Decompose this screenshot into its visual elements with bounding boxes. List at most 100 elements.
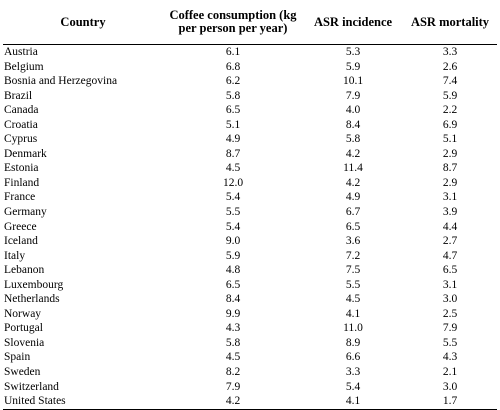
cell-asr-incidence: 8.4 xyxy=(345,118,361,131)
cell-country: Sweden xyxy=(4,366,41,379)
cell-country: Switzerland xyxy=(4,380,59,393)
cell-asr-mortality: 2.5 xyxy=(442,307,458,320)
table-row: Belgium 6.8 5.9 2.6 xyxy=(3,60,497,75)
cell-asr-incidence: 6.6 xyxy=(345,351,361,364)
cell-coffee-consumption: 5.1 xyxy=(225,118,241,131)
cell-asr-incidence: 4.9 xyxy=(345,191,361,204)
cell-asr-mortality: 4.3 xyxy=(442,351,458,364)
cell-asr-incidence: 5.8 xyxy=(345,133,361,146)
column-header-asr-mortality: ASR mortality xyxy=(403,0,497,45)
cell-coffee-consumption: 8.4 xyxy=(225,293,241,306)
table-row: Estonia 4.5 11.4 8.7 xyxy=(3,161,497,176)
cell-country: Portugal xyxy=(4,322,43,335)
cell-asr-mortality: 4.7 xyxy=(442,249,458,262)
cell-coffee-consumption: 4.9 xyxy=(225,133,241,146)
cell-asr-incidence: 7.2 xyxy=(345,249,361,262)
cell-country: Denmark xyxy=(4,147,47,160)
cell-asr-incidence: 7.9 xyxy=(345,89,361,102)
column-header-asr-incidence: ASR incidence xyxy=(303,0,403,45)
cell-asr-incidence: 4.2 xyxy=(345,176,361,189)
cell-asr-mortality: 2.9 xyxy=(442,176,458,189)
table-row: Croatia 5.1 8.4 6.9 xyxy=(3,118,497,133)
cell-country: Canada xyxy=(4,104,39,117)
cell-coffee-consumption: 5.8 xyxy=(225,336,241,349)
table-row: Germany 5.5 6.7 3.9 xyxy=(3,205,497,220)
cell-country: Luxembourg xyxy=(4,278,64,291)
cell-country: Brazil xyxy=(4,89,33,102)
cell-asr-mortality: 3.3 xyxy=(442,46,458,58)
cell-coffee-consumption: 4.2 xyxy=(163,394,303,410)
cell-asr-mortality: 2.9 xyxy=(442,147,458,160)
cell-asr-incidence: 7.5 xyxy=(345,264,361,277)
cell-coffee-consumption: 6.5 xyxy=(225,104,241,117)
table-row: Canada 6.5 4.0 2.2 xyxy=(3,103,497,118)
table-row: Spain 4.5 6.6 4.3 xyxy=(3,350,497,365)
table-row: Iceland 9.0 3.6 2.7 xyxy=(3,234,497,249)
cell-coffee-consumption: 6.2 xyxy=(225,75,241,88)
cell-asr-mortality: 7.9 xyxy=(442,322,458,335)
cell-asr-mortality: 3.0 xyxy=(442,293,458,306)
cell-coffee-consumption: 7.9 xyxy=(225,380,241,393)
table-row: Sweden 8.2 3.3 2.1 xyxy=(3,365,497,380)
cell-asr-mortality: 3.1 xyxy=(442,278,458,291)
cell-asr-mortality: 3.1 xyxy=(442,191,458,204)
cell-asr-mortality: 6.5 xyxy=(442,264,458,277)
cell-asr-incidence: 4.0 xyxy=(345,104,361,117)
cell-asr-incidence: 4.1 xyxy=(303,394,403,410)
cell-country: Croatia xyxy=(4,118,38,131)
cell-asr-mortality: 8.7 xyxy=(442,162,458,175)
cell-country: Iceland xyxy=(4,235,38,248)
cell-asr-mortality: 5.9 xyxy=(442,89,458,102)
cell-coffee-consumption: 12.0 xyxy=(222,176,244,189)
cell-coffee-consumption: 4.8 xyxy=(225,264,241,277)
cell-asr-mortality: 6.9 xyxy=(442,118,458,131)
cell-coffee-consumption: 9.9 xyxy=(225,307,241,320)
cell-coffee-consumption: 5.4 xyxy=(225,220,241,233)
cell-asr-incidence: 4.5 xyxy=(345,293,361,306)
cell-asr-mortality: 2.2 xyxy=(442,104,458,117)
cell-asr-mortality: 2.1 xyxy=(442,366,458,379)
cell-coffee-consumption: 4.5 xyxy=(225,351,241,364)
cell-coffee-consumption: 8.2 xyxy=(225,366,241,379)
cell-asr-mortality: 2.6 xyxy=(442,60,458,73)
table-row: Netherlands 8.4 4.5 3.0 xyxy=(3,292,497,307)
table-row: Lebanon 4.8 7.5 6.5 xyxy=(3,263,497,278)
cell-country: Italy xyxy=(4,249,26,262)
cell-asr-incidence: 5.5 xyxy=(345,278,361,291)
cell-country: Slovenia xyxy=(4,336,45,349)
cell-country: Estonia xyxy=(4,162,39,175)
cell-asr-incidence: 5.9 xyxy=(345,60,361,73)
cell-coffee-consumption: 4.3 xyxy=(225,322,241,335)
cell-coffee-consumption: 5.5 xyxy=(225,206,241,219)
column-header-coffee-consumption: Coffee consumption (kg per person per ye… xyxy=(163,0,303,45)
cell-coffee-consumption: 8.7 xyxy=(225,147,241,160)
cell-asr-incidence: 3.6 xyxy=(345,235,361,248)
column-header-country: Country xyxy=(3,0,163,45)
cell-asr-incidence: 6.5 xyxy=(345,220,361,233)
table-row: Bosnia and Herzegovina 6.2 10.1 7.4 xyxy=(3,74,497,89)
header-row: Country Coffee consumption (kg per perso… xyxy=(3,0,497,45)
cell-asr-incidence: 3.3 xyxy=(345,366,361,379)
cell-country: Finland xyxy=(4,176,40,189)
cell-coffee-consumption: 5.4 xyxy=(225,191,241,204)
cell-country: Cyprus xyxy=(4,133,38,146)
table-row: Luxembourg 6.5 5.5 3.1 xyxy=(3,278,497,293)
cell-country: Netherlands xyxy=(4,293,60,306)
cell-asr-incidence: 5.3 xyxy=(345,46,361,58)
table-row: Italy 5.9 7.2 4.7 xyxy=(3,249,497,264)
cell-asr-incidence: 10.1 xyxy=(342,75,364,88)
cell-asr-mortality: 4.4 xyxy=(442,220,458,233)
cell-asr-incidence: 5.4 xyxy=(345,380,361,393)
cell-country: Lebanon xyxy=(4,264,45,277)
cell-asr-incidence: 4.2 xyxy=(345,147,361,160)
table-row: Finland 12.0 4.2 2.9 xyxy=(3,176,497,191)
cell-country: Belgium xyxy=(4,60,44,73)
cell-country: Greece xyxy=(4,220,37,233)
cell-asr-incidence: 8.9 xyxy=(345,336,361,349)
table-row: Cyprus 4.9 5.8 5.1 xyxy=(3,132,497,147)
cell-asr-incidence: 11.0 xyxy=(343,322,363,335)
cell-asr-mortality: 5.5 xyxy=(442,336,458,349)
cell-asr-mortality: 3.9 xyxy=(442,206,458,219)
cell-country: Spain xyxy=(4,351,31,364)
table-row: Portugal 4.3 11.0 7.9 xyxy=(3,321,497,336)
